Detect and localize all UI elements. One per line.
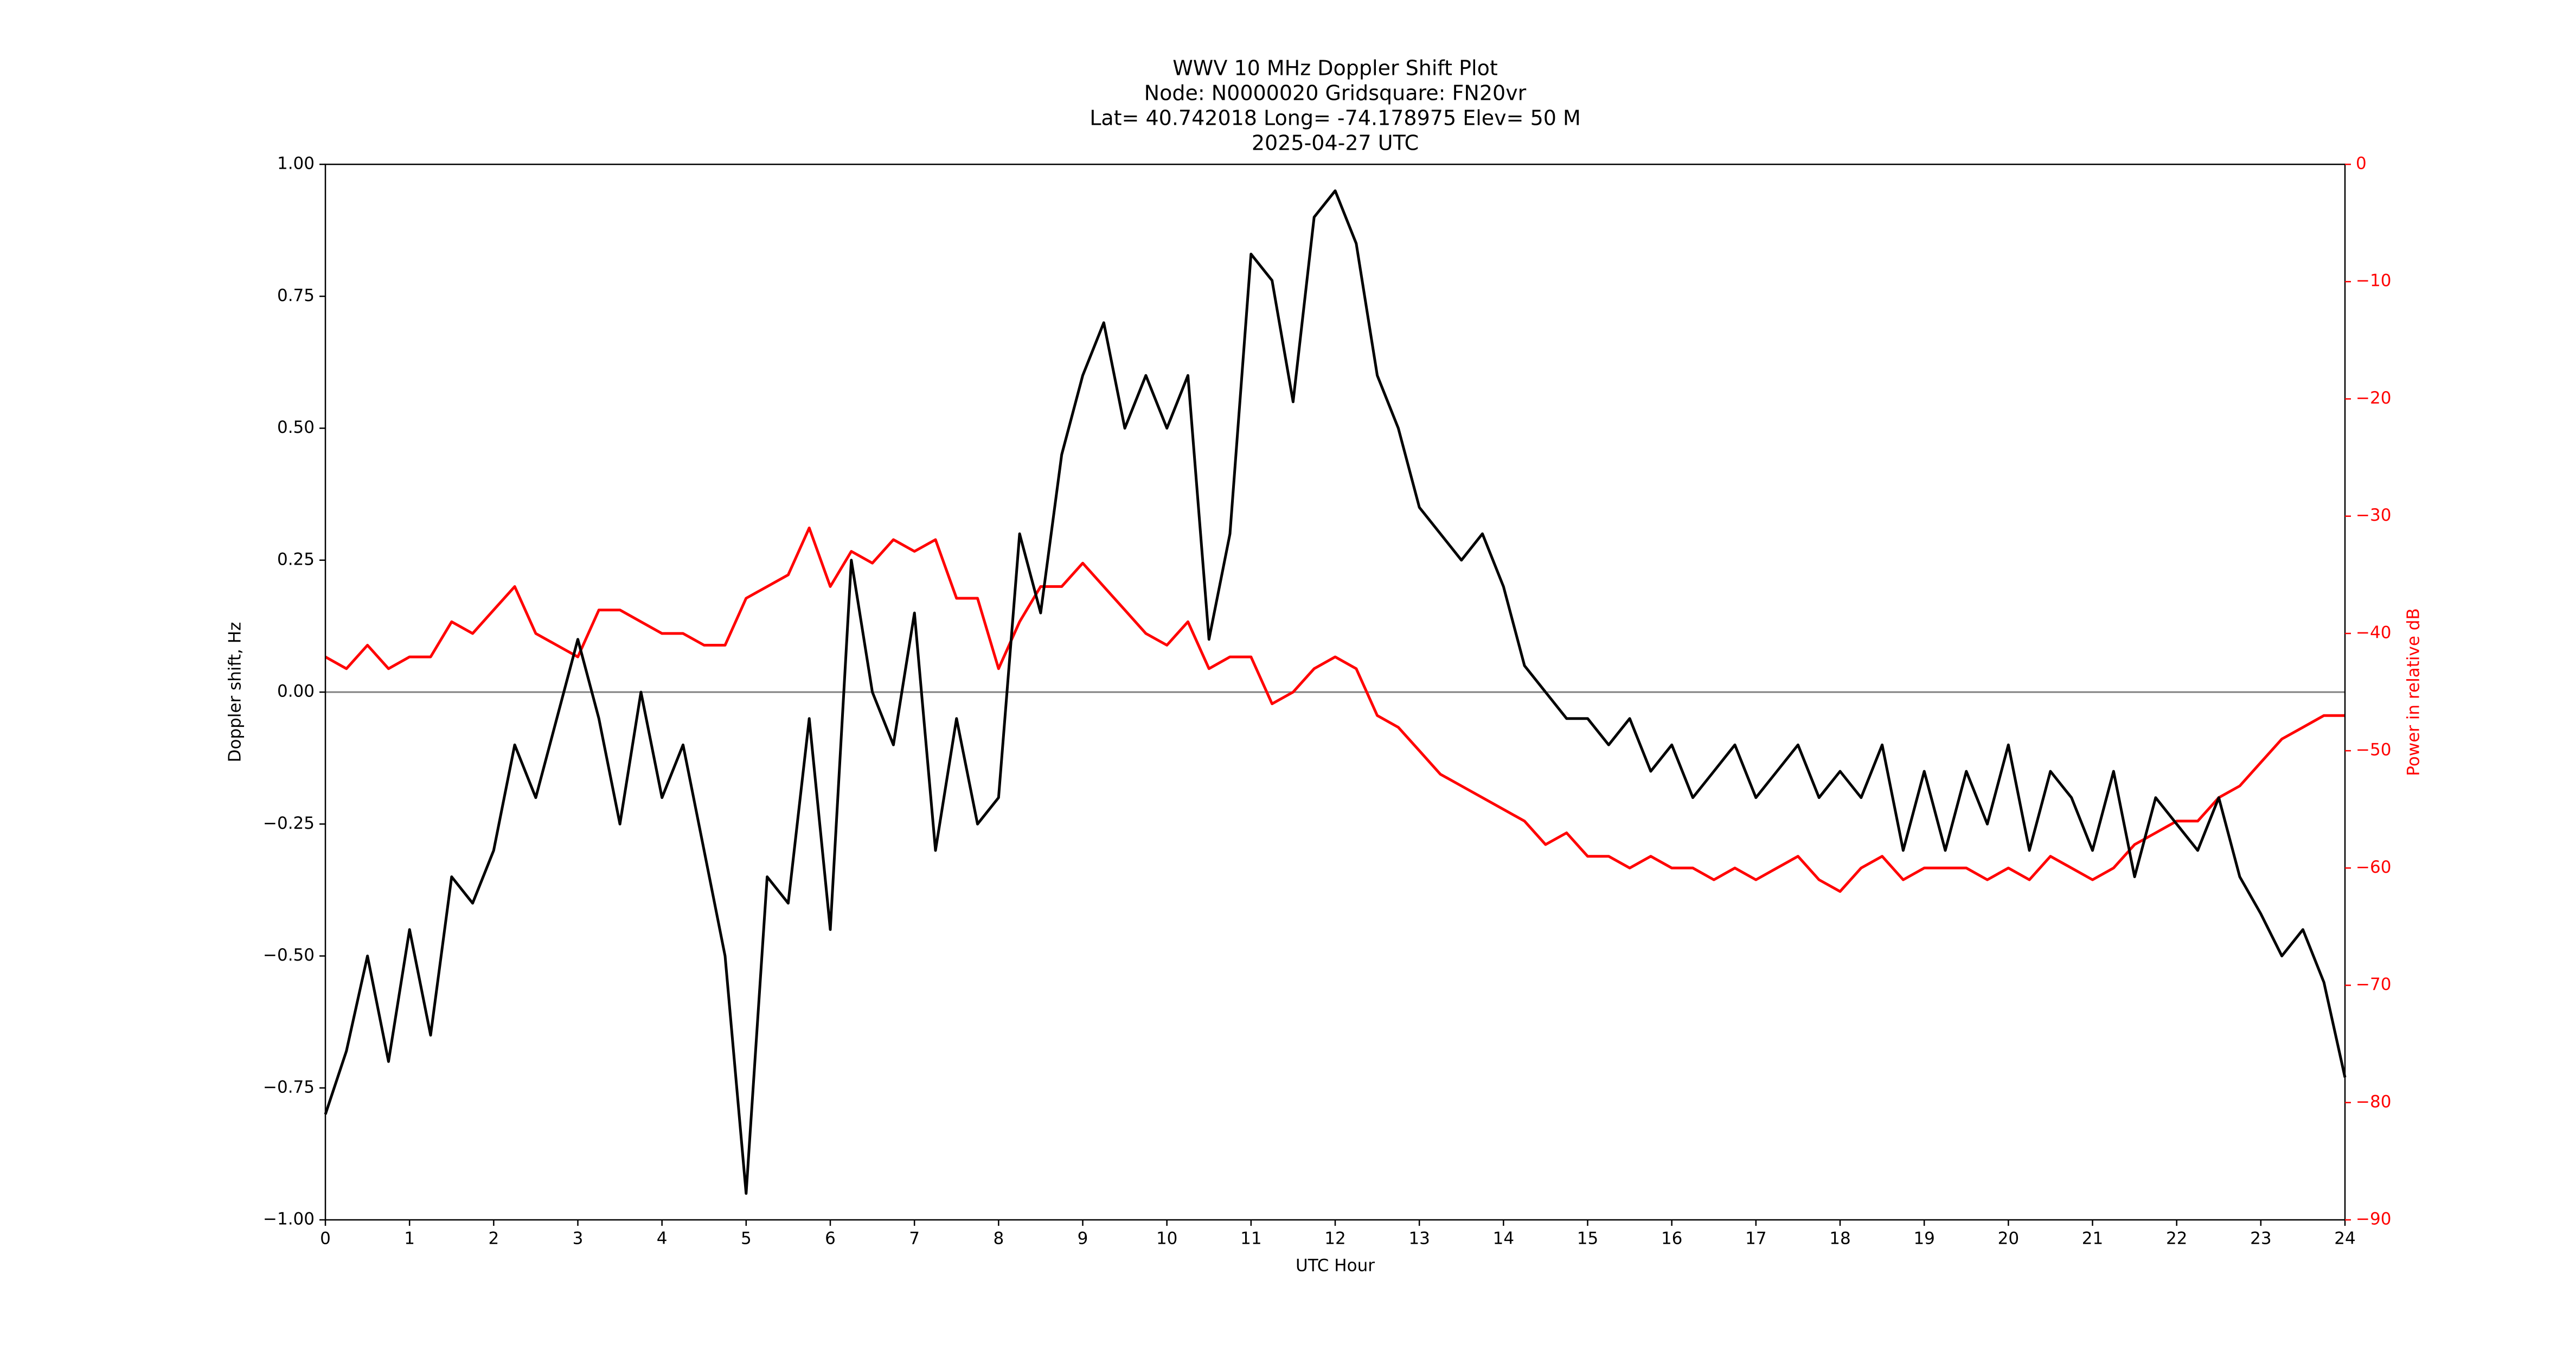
series-line bbox=[324, 526, 2345, 893]
x-tick-label: 22 bbox=[2166, 1229, 2187, 1249]
x-tick-label: 6 bbox=[825, 1229, 836, 1249]
y2-tick-label: 0 bbox=[2356, 154, 2367, 174]
y-tick-label: 0.00 bbox=[277, 682, 315, 701]
x-tick-label: 14 bbox=[1493, 1229, 1514, 1249]
x-tick-label: 5 bbox=[741, 1229, 752, 1249]
y2-tick-label: −20 bbox=[2356, 388, 2391, 408]
x-tick-label: 17 bbox=[1745, 1229, 1766, 1249]
series-line bbox=[324, 189, 2347, 1195]
chart-title: Node: N0000020 Gridsquare: FN20vr bbox=[1144, 81, 1527, 105]
y-tick-label: −0.50 bbox=[263, 945, 315, 965]
x-tick-label: 20 bbox=[1998, 1229, 2019, 1249]
x-tick-label: 16 bbox=[1661, 1229, 1682, 1249]
x-tick-label: 8 bbox=[993, 1229, 1004, 1249]
chart-title: WWV 10 MHz Doppler Shift Plot bbox=[1172, 56, 1498, 80]
x-tick-label: 0 bbox=[320, 1229, 331, 1249]
x-tick-label: 9 bbox=[1078, 1229, 1088, 1249]
y2-tick-label: −10 bbox=[2356, 271, 2391, 291]
x-tick-label: 19 bbox=[1913, 1229, 1934, 1249]
x-tick-label: 11 bbox=[1240, 1229, 1261, 1249]
x-tick-label: 2 bbox=[488, 1229, 499, 1249]
y-axis-label: Doppler shift, Hz bbox=[226, 622, 245, 763]
y-tick-label: 1.00 bbox=[277, 154, 315, 174]
x-tick-label: 15 bbox=[1577, 1229, 1598, 1249]
y2-tick-label: −40 bbox=[2356, 623, 2391, 642]
x-tick-label: 4 bbox=[657, 1229, 668, 1249]
x-tick-label: 23 bbox=[2250, 1229, 2271, 1249]
x-axis-label: UTC Hour bbox=[1296, 1256, 1375, 1276]
y2-tick-label: −80 bbox=[2356, 1092, 2391, 1111]
y-tick-label: −0.75 bbox=[263, 1077, 315, 1097]
x-tick-label: 1 bbox=[404, 1229, 415, 1249]
y-tick-label: −0.25 bbox=[263, 814, 315, 833]
x-tick-label: 3 bbox=[573, 1229, 584, 1249]
y-tick-label: 0.25 bbox=[277, 549, 315, 569]
y-tick-label: −1.00 bbox=[263, 1210, 315, 1229]
chart-title: Lat= 40.742018 Long= -74.178975 Elev= 50… bbox=[1090, 106, 1581, 130]
y-tick-label: 0.75 bbox=[277, 286, 315, 305]
y2-tick-label: −70 bbox=[2356, 975, 2391, 994]
x-tick-label: 13 bbox=[1408, 1229, 1430, 1249]
x-tick-label: 7 bbox=[909, 1229, 920, 1249]
y2-axis-label: Power in relative dB bbox=[2404, 608, 2424, 776]
x-tick-label: 18 bbox=[1829, 1229, 1850, 1249]
x-tick-label: 10 bbox=[1156, 1229, 1177, 1249]
y2-tick-label: −60 bbox=[2356, 858, 2391, 877]
y2-tick-label: −50 bbox=[2356, 740, 2391, 760]
y-tick-label: 0.50 bbox=[277, 418, 315, 437]
chart-title: 2025-04-27 UTC bbox=[1252, 131, 1419, 155]
y2-tick-label: −90 bbox=[2356, 1210, 2391, 1229]
x-tick-label: 12 bbox=[1324, 1229, 1345, 1249]
x-tick-label: 24 bbox=[2334, 1229, 2355, 1249]
y2-tick-label: −30 bbox=[2356, 506, 2391, 525]
x-tick-label: 21 bbox=[2082, 1229, 2103, 1249]
